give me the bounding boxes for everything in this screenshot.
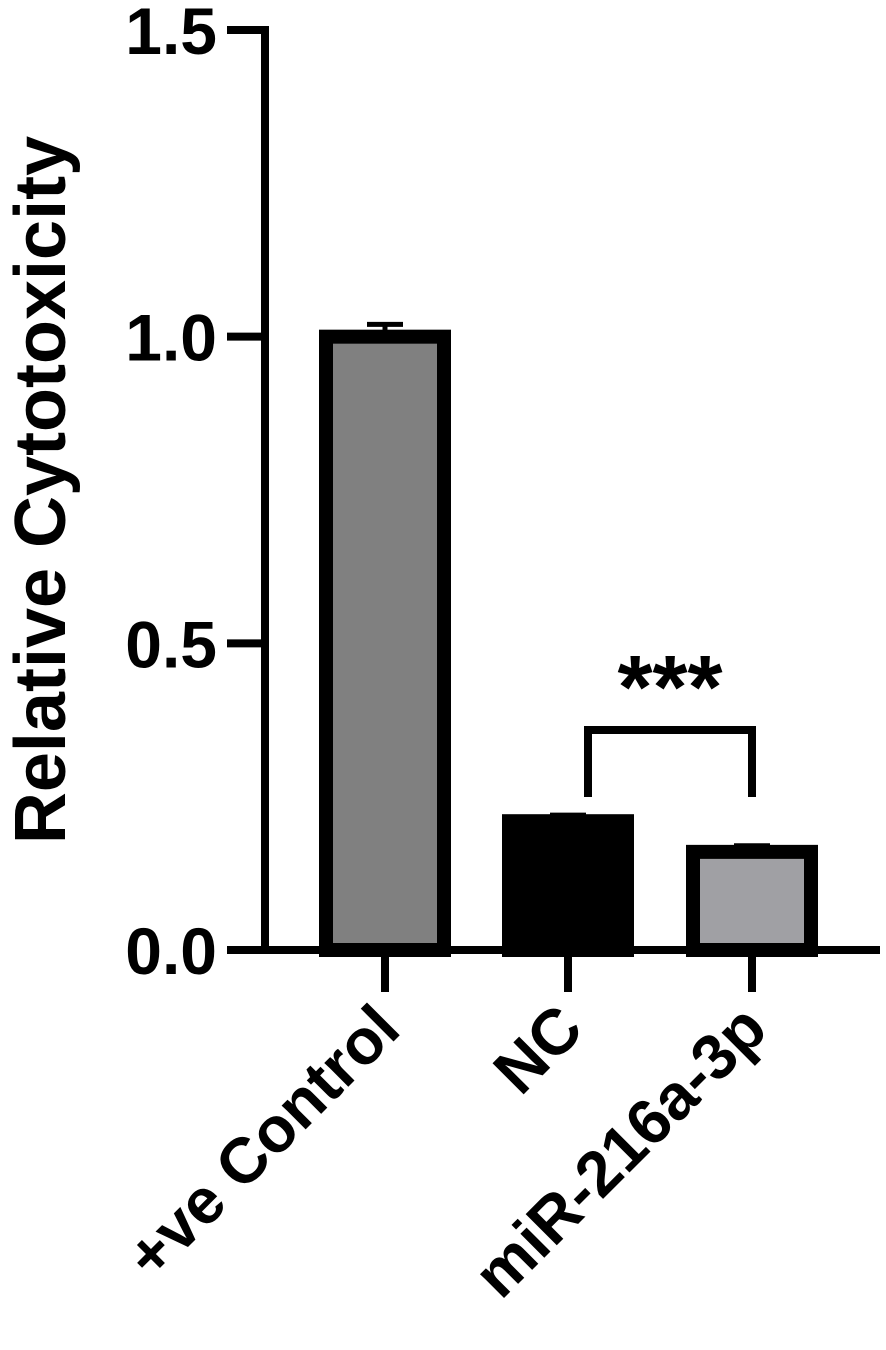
y-tick-label: 1.5 [125,0,217,68]
x-tick-label: NC [480,991,596,1107]
significance-label: *** [617,638,722,738]
significance-annotation: *** [584,638,756,797]
y-tick-label: 0.0 [125,914,217,988]
bar [686,844,818,957]
y-axis-ticks: 0.0 0.5 1.0 1.5 [125,0,265,988]
x-tick-label: +ve Control [112,991,413,1292]
bar [319,329,451,957]
significance-bracket [584,726,756,797]
y-tick-label: 1.0 [125,301,217,375]
y-tick-label: 0.5 [125,607,217,681]
bar [502,814,634,958]
y-axis-title: Relative Cytotoxicity [1,136,81,844]
bars [319,321,818,958]
